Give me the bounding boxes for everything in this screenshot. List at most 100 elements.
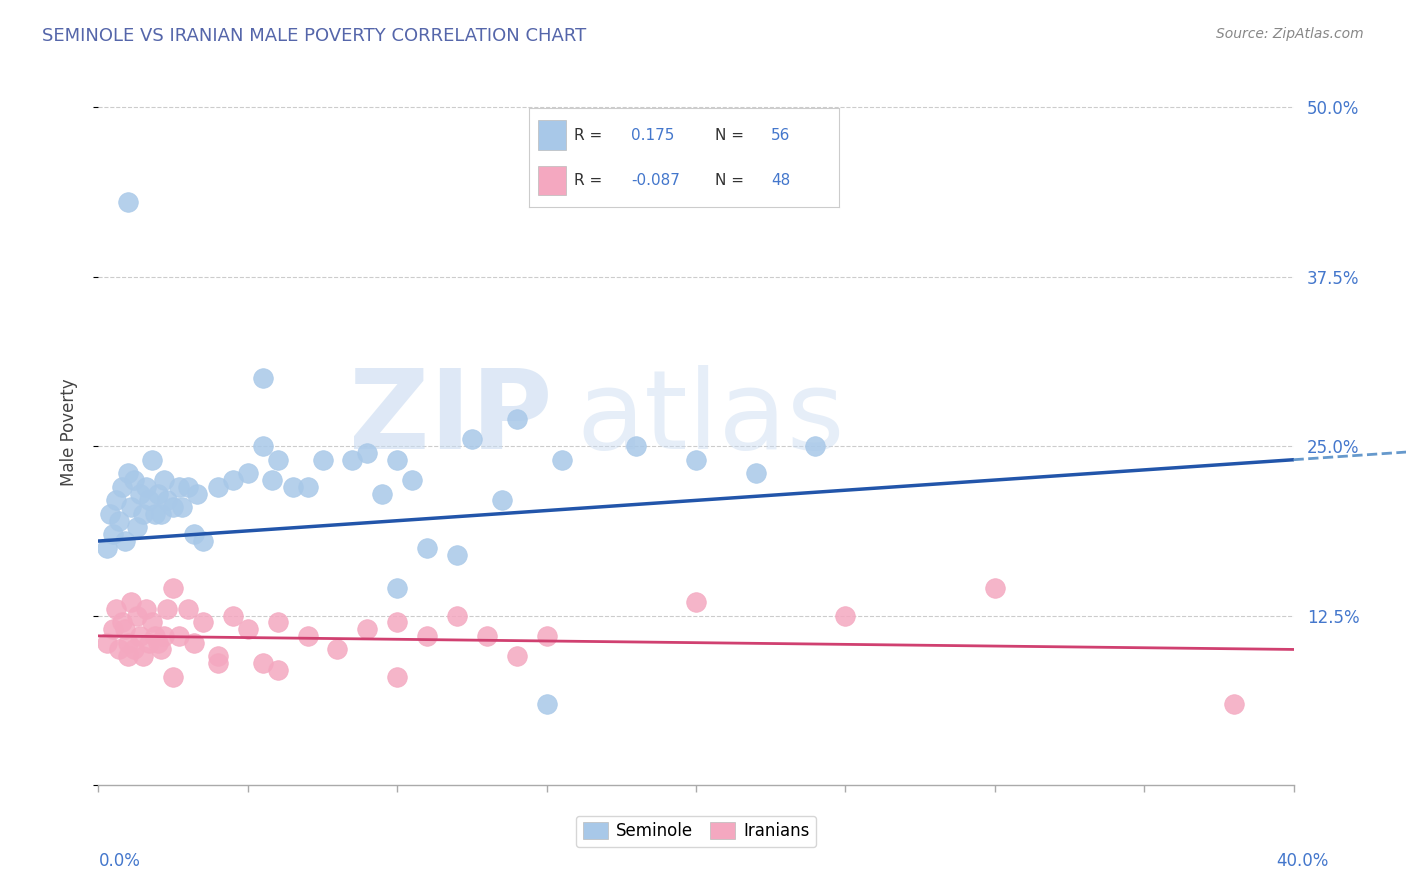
Point	[685, 595, 707, 609]
Point	[252, 439, 274, 453]
Point	[356, 446, 378, 460]
Point	[167, 480, 190, 494]
Point	[117, 635, 139, 649]
Point	[984, 582, 1007, 596]
Point	[143, 629, 166, 643]
Point	[536, 629, 558, 643]
Point	[506, 412, 529, 426]
Text: 40.0%: 40.0%	[1277, 852, 1329, 870]
Point	[172, 500, 194, 515]
Point	[162, 500, 184, 515]
Point	[124, 473, 146, 487]
Point	[371, 486, 394, 500]
Point	[141, 452, 163, 467]
Point	[550, 452, 572, 467]
Point	[416, 629, 439, 643]
Point	[117, 649, 139, 664]
Point	[153, 629, 176, 643]
Point	[186, 486, 208, 500]
Point	[117, 195, 139, 210]
Point	[114, 534, 136, 549]
Point	[236, 467, 259, 481]
Point	[177, 601, 200, 615]
Point	[191, 615, 214, 630]
Point	[183, 635, 205, 649]
Point	[162, 669, 184, 683]
Point	[222, 473, 245, 487]
Point	[191, 534, 214, 549]
Point	[267, 615, 290, 630]
Point	[108, 642, 131, 657]
Point	[135, 601, 157, 615]
Point	[252, 656, 274, 670]
Point	[311, 452, 333, 467]
Point	[222, 608, 245, 623]
Point	[148, 635, 170, 649]
Point	[461, 433, 484, 447]
Point	[207, 649, 229, 664]
Point	[626, 439, 648, 453]
Point	[103, 527, 125, 541]
Text: Source: ZipAtlas.com: Source: ZipAtlas.com	[1216, 27, 1364, 41]
Point	[111, 615, 134, 630]
Point	[267, 452, 290, 467]
Point	[475, 629, 498, 643]
Point	[148, 486, 170, 500]
Point	[111, 480, 134, 494]
Point	[108, 514, 131, 528]
Point	[127, 608, 149, 623]
Point	[143, 507, 166, 521]
Y-axis label: Male Poverty: Male Poverty	[59, 379, 77, 486]
Point	[98, 507, 122, 521]
Point	[127, 520, 149, 534]
Text: SEMINOLE VS IRANIAN MALE POVERTY CORRELATION CHART: SEMINOLE VS IRANIAN MALE POVERTY CORRELA…	[42, 27, 586, 45]
Point	[135, 480, 157, 494]
Point	[96, 541, 118, 555]
Point	[834, 608, 856, 623]
Point	[385, 452, 409, 467]
Point	[536, 697, 558, 711]
Point	[356, 622, 378, 636]
Point	[326, 642, 349, 657]
Point	[297, 480, 319, 494]
Point	[506, 649, 529, 664]
Point	[685, 452, 707, 467]
Point	[132, 507, 155, 521]
Point	[252, 371, 274, 385]
Point	[236, 622, 259, 636]
Point	[150, 642, 173, 657]
Point	[120, 500, 142, 515]
Point	[167, 629, 190, 643]
Point	[1223, 697, 1246, 711]
Point	[156, 601, 179, 615]
Point	[207, 480, 229, 494]
Point	[105, 601, 128, 615]
Point	[129, 629, 152, 643]
Point	[267, 663, 290, 677]
Point	[401, 473, 423, 487]
Point	[260, 473, 283, 487]
Point	[416, 541, 439, 555]
Point	[138, 635, 160, 649]
Legend: Seminole, Iranians: Seminole, Iranians	[576, 815, 815, 847]
Point	[105, 493, 128, 508]
Point	[446, 548, 468, 562]
Text: atlas: atlas	[576, 365, 845, 472]
Point	[150, 507, 173, 521]
Point	[96, 635, 118, 649]
Point	[804, 439, 827, 453]
Point	[281, 480, 304, 494]
Point	[491, 493, 513, 508]
Point	[745, 467, 768, 481]
Point	[385, 582, 409, 596]
Point	[114, 622, 136, 636]
Point	[103, 622, 125, 636]
Point	[342, 452, 364, 467]
Point	[132, 649, 155, 664]
Point	[153, 473, 176, 487]
Point	[177, 480, 200, 494]
Point	[138, 493, 160, 508]
Point	[124, 642, 146, 657]
Point	[385, 669, 409, 683]
Point	[120, 595, 142, 609]
